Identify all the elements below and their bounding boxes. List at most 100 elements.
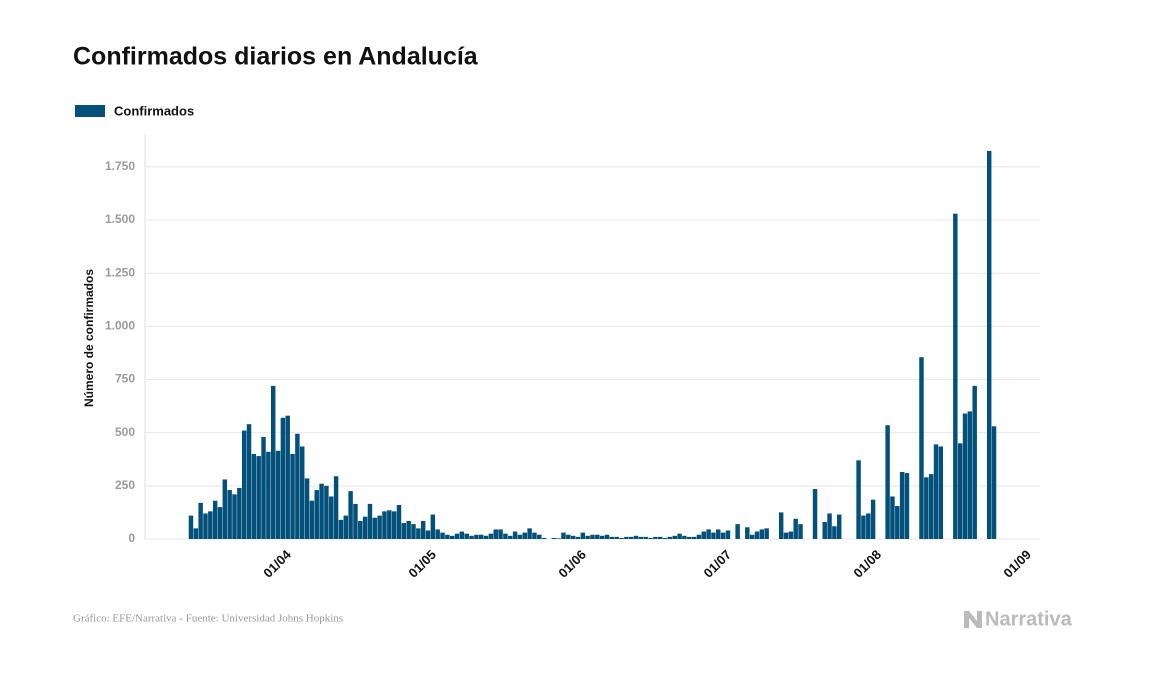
bar bbox=[595, 534, 600, 539]
bar bbox=[479, 534, 484, 539]
bar bbox=[759, 529, 765, 539]
bar bbox=[687, 536, 692, 539]
bar bbox=[319, 483, 324, 539]
x-tick-label: 01/07 bbox=[700, 547, 734, 581]
bar bbox=[270, 385, 276, 539]
y-tick-label: 1.250 bbox=[105, 265, 135, 279]
bar bbox=[764, 528, 769, 539]
bar bbox=[217, 507, 223, 539]
bar bbox=[633, 535, 639, 539]
bar bbox=[599, 535, 605, 539]
bar bbox=[653, 536, 658, 539]
bar bbox=[391, 511, 397, 539]
bar bbox=[198, 502, 203, 539]
bar bbox=[672, 535, 677, 539]
bar bbox=[469, 535, 474, 539]
bar bbox=[658, 536, 663, 539]
bar bbox=[537, 534, 542, 539]
bar bbox=[527, 528, 532, 539]
bar bbox=[503, 533, 508, 539]
bar bbox=[343, 515, 348, 539]
bar bbox=[556, 538, 561, 539]
bar bbox=[300, 446, 305, 539]
bar bbox=[295, 433, 300, 539]
bar bbox=[972, 385, 977, 539]
bar bbox=[648, 537, 653, 539]
bar bbox=[508, 535, 513, 539]
bar bbox=[725, 530, 731, 539]
bar bbox=[783, 532, 789, 539]
bar bbox=[919, 357, 924, 539]
bar bbox=[904, 473, 910, 539]
bar bbox=[701, 531, 706, 539]
bar bbox=[643, 536, 648, 539]
bar bbox=[498, 529, 503, 539]
bar bbox=[856, 460, 861, 539]
bar bbox=[387, 510, 392, 539]
bar bbox=[716, 529, 721, 539]
bar bbox=[720, 532, 726, 539]
bar bbox=[953, 213, 958, 539]
bar bbox=[430, 514, 436, 539]
bar bbox=[358, 520, 363, 539]
bar bbox=[329, 496, 334, 539]
source: Gráfico: EFE/Narrativa - Fuente: Univers… bbox=[73, 613, 343, 625]
bar bbox=[435, 529, 440, 539]
bar bbox=[440, 532, 445, 539]
bar bbox=[619, 537, 624, 539]
bar bbox=[962, 413, 968, 539]
bar bbox=[899, 472, 905, 539]
bar bbox=[232, 494, 237, 539]
bar bbox=[832, 526, 837, 539]
brand: Narrativa bbox=[985, 608, 1073, 630]
bar bbox=[290, 453, 295, 539]
bar bbox=[261, 436, 266, 539]
bar bbox=[203, 513, 208, 539]
brand-logo bbox=[964, 611, 982, 628]
legend-label: Confirmados bbox=[114, 103, 194, 118]
bar bbox=[227, 490, 232, 539]
bar bbox=[333, 476, 339, 539]
bar bbox=[401, 523, 407, 539]
y-tick-label: 0 bbox=[128, 531, 135, 545]
bar bbox=[425, 530, 431, 539]
bar bbox=[377, 515, 382, 539]
x-tick-label: 01/06 bbox=[555, 547, 589, 581]
bar bbox=[532, 532, 537, 539]
bar bbox=[827, 513, 832, 539]
y-axis-label: Número de confirmados bbox=[82, 269, 96, 407]
bar bbox=[798, 524, 803, 539]
y-tick-label: 250 bbox=[115, 478, 135, 492]
bar bbox=[541, 537, 547, 539]
bar bbox=[991, 426, 997, 539]
legend-swatch bbox=[75, 105, 105, 117]
bar bbox=[445, 534, 450, 539]
x-tick-label: 01/09 bbox=[1000, 547, 1034, 581]
bar bbox=[793, 518, 798, 539]
bar bbox=[512, 531, 518, 539]
bar bbox=[711, 532, 716, 539]
bar bbox=[822, 521, 827, 539]
bar bbox=[420, 520, 426, 539]
bar bbox=[570, 535, 576, 539]
bar bbox=[212, 500, 218, 539]
bar bbox=[754, 531, 760, 539]
bar bbox=[256, 456, 261, 539]
bar bbox=[682, 535, 687, 539]
y-tick-label: 1.750 bbox=[105, 159, 135, 173]
bar bbox=[396, 504, 402, 539]
bar bbox=[628, 536, 634, 539]
x-tick-label: 01/05 bbox=[405, 547, 439, 581]
bar bbox=[406, 520, 411, 539]
bar bbox=[938, 446, 944, 539]
bar bbox=[222, 479, 228, 539]
bar bbox=[522, 532, 527, 539]
bar bbox=[314, 490, 319, 539]
bar bbox=[706, 529, 711, 539]
bar bbox=[237, 487, 242, 539]
x-tick-label: 01/08 bbox=[850, 547, 884, 581]
bar bbox=[580, 532, 586, 539]
bar bbox=[614, 536, 619, 539]
bar bbox=[246, 424, 252, 539]
